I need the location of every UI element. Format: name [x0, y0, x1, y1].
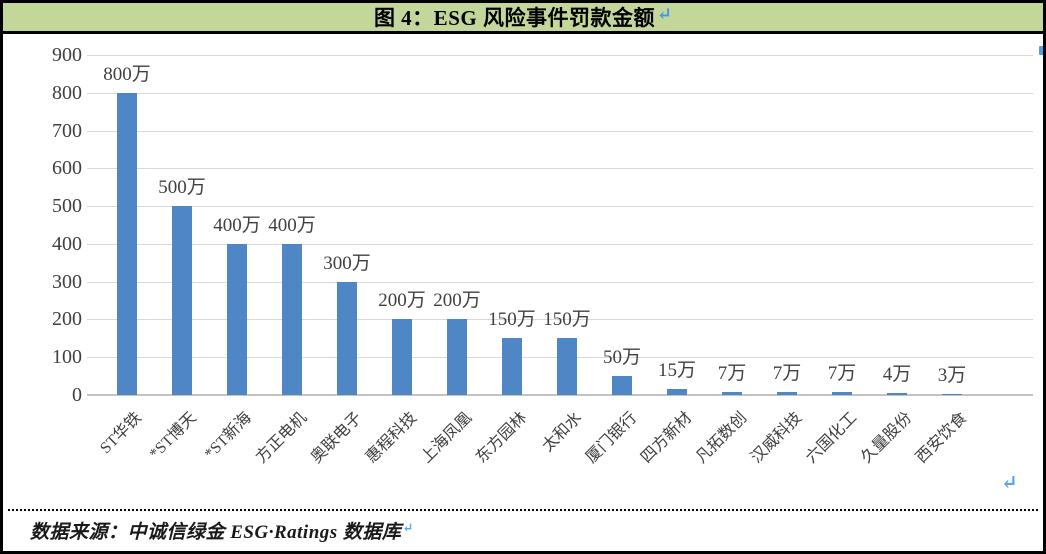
y-axis-tick-label: 400	[52, 233, 82, 255]
dotted-divider	[8, 509, 1038, 511]
x-axis-label-text: 太和水	[539, 409, 586, 456]
gridline	[87, 244, 1033, 245]
bar-value-label: 150万	[543, 309, 591, 330]
y-axis-tick-label: 900	[52, 44, 82, 66]
gridline	[87, 206, 1033, 207]
bar-value-label: 7万	[772, 363, 802, 384]
gridline	[87, 319, 1033, 320]
x-axis-label-text: 厦门银行	[582, 409, 641, 467]
source-row: 数据来源：中诚信绿金 ESG·Ratings 数据库 ↵	[3, 511, 1043, 549]
paragraph-mark-icon: ↵	[402, 520, 414, 535]
bar-value-label: 50万	[602, 347, 641, 368]
y-axis-tick-label: 600	[52, 157, 82, 179]
x-axis-label-text: 汉威科技	[747, 409, 806, 467]
bar-value-label: 500万	[158, 177, 206, 198]
bar-value-label: 4万	[882, 364, 912, 385]
bar-value-label: 15万	[657, 360, 696, 381]
data-source-text: 数据来源：中诚信绿金 ESG·Ratings 数据库	[30, 521, 402, 543]
bar-value-label: 200万	[433, 290, 481, 311]
bar-value-label: 300万	[323, 253, 371, 274]
paragraph-mark-icon: ↵	[656, 3, 673, 24]
bar	[117, 93, 137, 395]
y-axis-tick-label: 700	[52, 120, 82, 142]
bar-value-label: 7万	[717, 363, 747, 384]
x-axis-label-text: 四方新材	[637, 409, 696, 467]
bar	[832, 392, 852, 395]
x-axis-label-text: ST华铁	[97, 409, 146, 458]
y-axis-tick-label: 200	[52, 308, 82, 330]
gridline	[87, 131, 1033, 132]
x-axis-label-text: *ST新海	[201, 409, 256, 463]
bar	[502, 338, 522, 395]
bar	[227, 244, 247, 395]
gridline	[87, 93, 1033, 94]
bar	[887, 393, 907, 395]
x-axis-label-text: 奥联电子	[307, 409, 366, 467]
x-axis-label-text: *ST博天	[146, 409, 201, 463]
bar	[337, 282, 357, 395]
x-axis-label-text: 惠程科技	[362, 409, 421, 467]
gridline	[87, 168, 1033, 169]
paragraph-mark-icon	[1039, 46, 1043, 55]
bar	[557, 338, 577, 395]
bar	[667, 389, 687, 395]
bar-value-label: 400万	[268, 215, 316, 236]
bar-value-label: 3万	[937, 365, 967, 386]
x-axis-label-text: 东方园林	[472, 409, 531, 467]
y-axis-tick-label: 100	[52, 346, 82, 368]
y-axis-tick-label: 800	[52, 82, 82, 104]
bar-value-label: 150万	[488, 309, 536, 330]
paragraph-mark-icon: ↵	[1001, 472, 1018, 494]
bar	[392, 319, 412, 395]
bar	[612, 376, 632, 395]
figure-title-bar: 图 4：ESG 风险事件罚款金额 ↵	[3, 3, 1043, 34]
x-axis-label-text: 上海凤凰	[417, 409, 476, 467]
bar	[942, 394, 962, 395]
x-axis-label-text: 久量股份	[857, 409, 916, 467]
bar	[777, 392, 797, 395]
bar-value-label: 800万	[103, 64, 151, 85]
bar	[172, 206, 192, 395]
x-axis-line	[87, 394, 1033, 396]
bar	[282, 244, 302, 395]
gridline	[87, 282, 1033, 283]
bar-chart: ↵ 0 100 200 300 400 500 600 700 800 900 800万 ST华铁 50…	[3, 34, 1043, 509]
gridline	[87, 55, 1033, 56]
bar	[447, 319, 467, 395]
figure-title: 图 4：ESG 风险事件罚款金额	[373, 6, 655, 30]
bar-value-label: 200万	[378, 290, 426, 311]
bar-value-label: 7万	[827, 363, 857, 384]
y-axis-tick-label: 500	[52, 195, 82, 217]
x-axis-label-text: 西安饮食	[912, 409, 971, 467]
bar	[722, 392, 742, 395]
x-axis-label-text: 凡拓数创	[692, 409, 751, 467]
x-axis-label-text: 方正电机	[252, 409, 311, 467]
y-axis-tick-label: 300	[52, 271, 82, 293]
x-axis-label-text: 六国化工	[802, 409, 861, 467]
bar-value-label: 400万	[213, 215, 261, 236]
y-axis-tick-label: 0	[72, 384, 82, 406]
